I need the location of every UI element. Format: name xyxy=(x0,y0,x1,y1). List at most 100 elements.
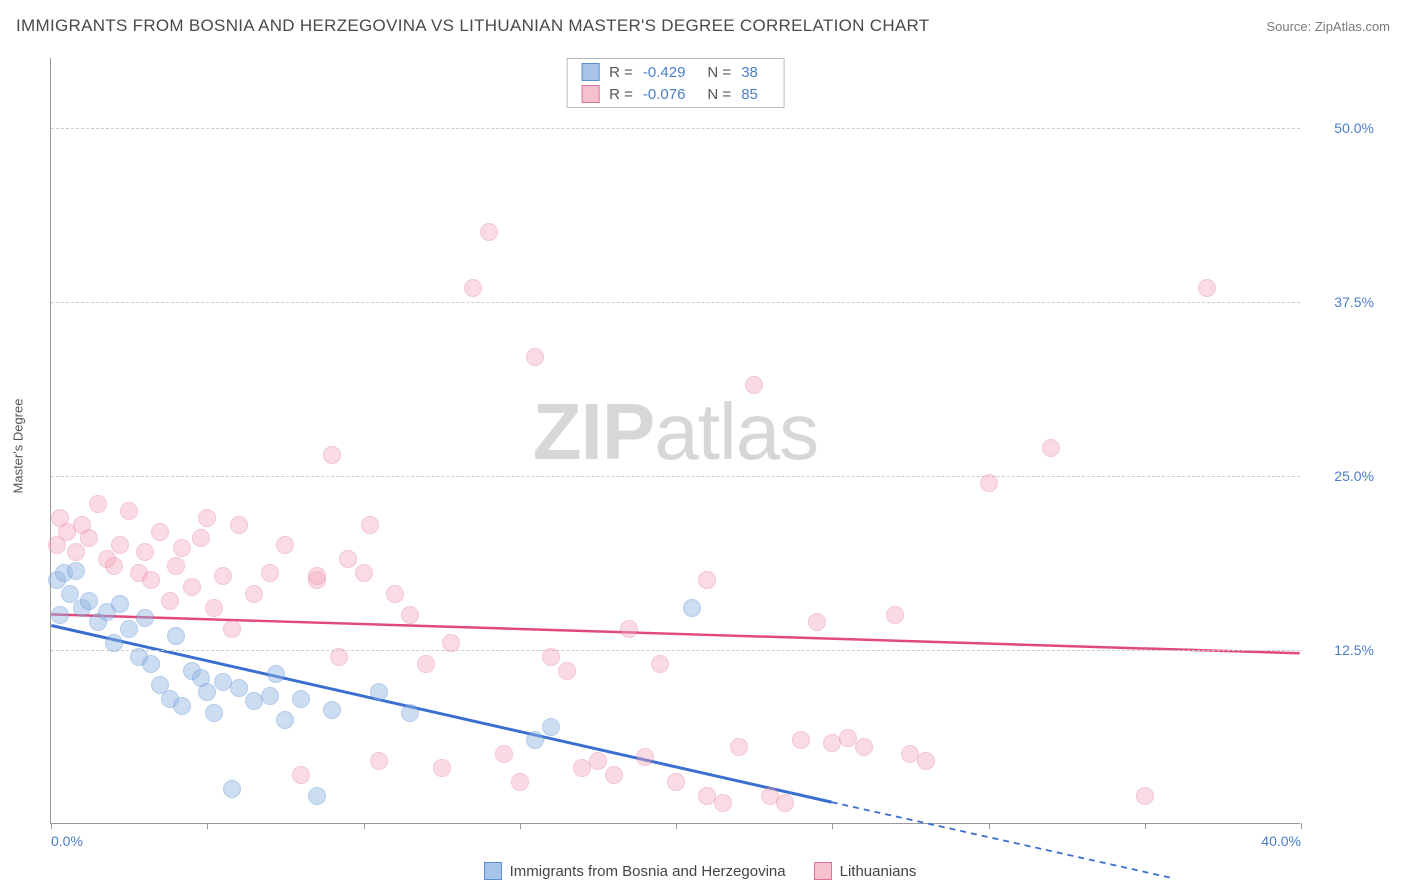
data-point-bosnia xyxy=(111,595,129,613)
data-point-lithuanians xyxy=(370,752,388,770)
data-point-bosnia xyxy=(67,562,85,580)
data-point-lithuanians xyxy=(980,474,998,492)
data-point-lithuanians xyxy=(589,752,607,770)
data-point-lithuanians xyxy=(192,529,210,547)
data-point-lithuanians xyxy=(230,516,248,534)
swatch-lithuanians xyxy=(581,85,599,103)
data-point-lithuanians xyxy=(526,348,544,366)
data-point-lithuanians xyxy=(111,536,129,554)
data-point-bosnia xyxy=(370,683,388,701)
x-tick-mark xyxy=(364,823,365,829)
data-point-bosnia xyxy=(136,609,154,627)
data-point-lithuanians xyxy=(1198,279,1216,297)
y-axis-label: Master's Degree xyxy=(11,399,26,494)
watermark-text: ZIPatlas xyxy=(533,385,818,477)
data-point-bosnia xyxy=(276,711,294,729)
x-tick-mark xyxy=(520,823,521,829)
y-tick-label: 25.0% xyxy=(1334,468,1374,484)
watermark-atlas: atlas xyxy=(654,386,818,475)
data-point-lithuanians xyxy=(198,509,216,527)
stat-n-label: N = xyxy=(707,64,731,81)
data-point-bosnia xyxy=(323,701,341,719)
stats-row-bosnia: R =-0.429N =38 xyxy=(567,61,784,83)
data-point-lithuanians xyxy=(323,446,341,464)
data-point-bosnia xyxy=(142,655,160,673)
data-point-lithuanians xyxy=(151,523,169,541)
x-tick-mark xyxy=(51,823,52,829)
data-point-lithuanians xyxy=(105,557,123,575)
data-point-lithuanians xyxy=(636,748,654,766)
legend-swatch-bosnia xyxy=(484,862,502,880)
data-point-lithuanians xyxy=(495,745,513,763)
data-point-bosnia xyxy=(401,704,419,722)
legend-label-lithuanians: Lithuanians xyxy=(840,863,917,880)
data-point-lithuanians xyxy=(605,766,623,784)
correlation-stats-box: R =-0.429N =38R =-0.076N =85 xyxy=(566,58,785,108)
data-point-lithuanians xyxy=(442,634,460,652)
data-point-lithuanians xyxy=(808,613,826,631)
data-point-lithuanians xyxy=(776,794,794,812)
data-point-lithuanians xyxy=(745,376,763,394)
stat-n-label: N = xyxy=(707,86,731,103)
swatch-bosnia xyxy=(581,63,599,81)
data-point-lithuanians xyxy=(223,620,241,638)
data-point-lithuanians xyxy=(89,495,107,513)
data-point-lithuanians xyxy=(917,752,935,770)
data-point-lithuanians xyxy=(1042,439,1060,457)
x-tick-mark xyxy=(832,823,833,829)
data-point-lithuanians xyxy=(714,794,732,812)
data-point-lithuanians xyxy=(80,529,98,547)
data-point-lithuanians xyxy=(620,620,638,638)
gridline-h xyxy=(51,302,1300,303)
data-point-lithuanians xyxy=(67,543,85,561)
y-tick-label: 37.5% xyxy=(1334,294,1374,310)
data-point-lithuanians xyxy=(792,731,810,749)
x-tick-mark xyxy=(207,823,208,829)
data-point-bosnia xyxy=(261,687,279,705)
data-point-bosnia xyxy=(683,599,701,617)
data-point-lithuanians xyxy=(136,543,154,561)
data-point-lithuanians xyxy=(161,592,179,610)
legend-label-bosnia: Immigrants from Bosnia and Herzegovina xyxy=(510,863,786,880)
data-point-lithuanians xyxy=(276,536,294,554)
watermark-zip: ZIP xyxy=(533,386,654,475)
data-point-lithuanians xyxy=(261,564,279,582)
data-point-bosnia xyxy=(230,679,248,697)
legend-swatch-lithuanians xyxy=(814,862,832,880)
data-point-lithuanians xyxy=(205,599,223,617)
data-point-lithuanians xyxy=(167,557,185,575)
trend-lines-layer xyxy=(51,58,1300,823)
data-point-lithuanians xyxy=(386,585,404,603)
data-point-lithuanians xyxy=(330,648,348,666)
x-tick-mark xyxy=(1145,823,1146,829)
x-tick-mark xyxy=(1301,823,1302,829)
data-point-lithuanians xyxy=(417,655,435,673)
data-point-bosnia xyxy=(292,690,310,708)
data-point-lithuanians xyxy=(558,662,576,680)
data-point-lithuanians xyxy=(464,279,482,297)
data-point-lithuanians xyxy=(214,567,232,585)
gridline-h xyxy=(51,476,1300,477)
y-tick-label: 50.0% xyxy=(1334,120,1374,136)
scatter-plot-area: ZIPatlas R =-0.429N =38R =-0.076N =85 12… xyxy=(50,58,1300,824)
stat-r-value-bosnia: -0.429 xyxy=(643,64,686,81)
data-point-bosnia xyxy=(105,634,123,652)
data-point-lithuanians xyxy=(1136,787,1154,805)
stat-n-value-lithuanians: 85 xyxy=(741,86,758,103)
data-point-lithuanians xyxy=(886,606,904,624)
data-point-lithuanians xyxy=(355,564,373,582)
data-point-bosnia xyxy=(205,704,223,722)
data-point-bosnia xyxy=(198,683,216,701)
data-point-lithuanians xyxy=(730,738,748,756)
data-point-lithuanians xyxy=(480,223,498,241)
data-point-lithuanians xyxy=(667,773,685,791)
data-point-lithuanians xyxy=(308,567,326,585)
data-point-bosnia xyxy=(526,731,544,749)
data-point-lithuanians xyxy=(433,759,451,777)
data-point-lithuanians xyxy=(542,648,560,666)
data-point-lithuanians xyxy=(142,571,160,589)
gridline-h xyxy=(51,128,1300,129)
data-point-lithuanians xyxy=(651,655,669,673)
gridline-h xyxy=(51,650,1300,651)
data-point-lithuanians xyxy=(855,738,873,756)
